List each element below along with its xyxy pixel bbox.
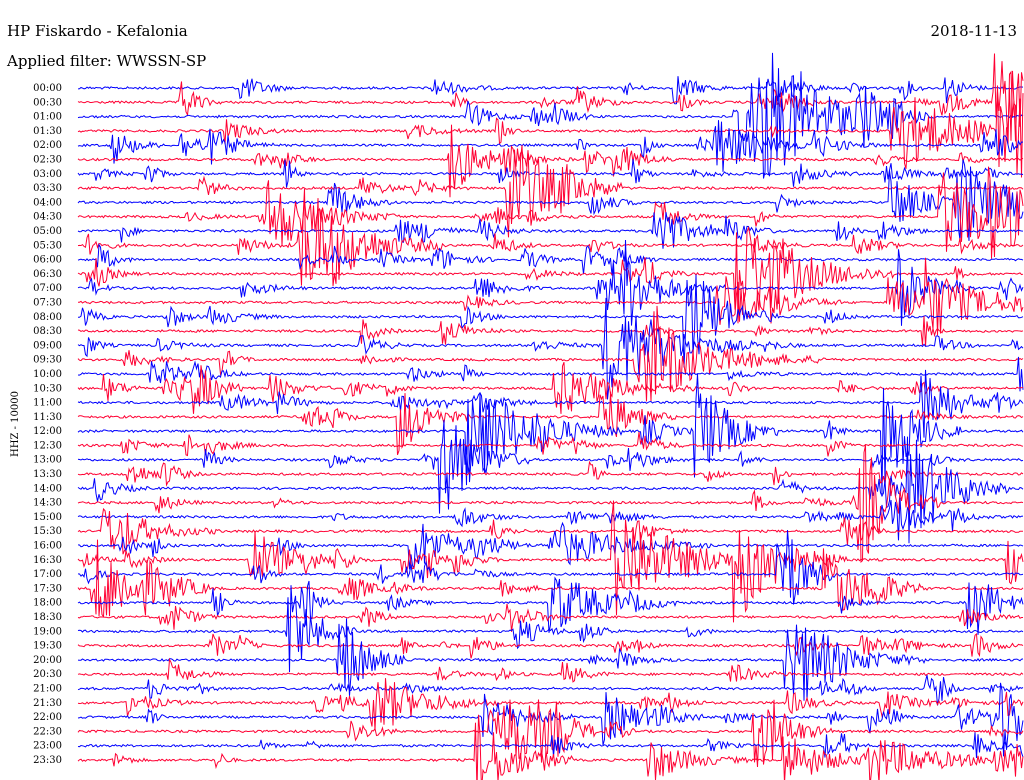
traces <box>77 52 1024 780</box>
row-label: 04:30 <box>33 212 62 223</box>
trace <box>77 159 1024 241</box>
row-label: 00:00 <box>33 83 62 94</box>
trace <box>77 603 1023 632</box>
row-label: 19:30 <box>33 641 62 652</box>
row-label: 14:30 <box>33 498 62 509</box>
trace <box>77 507 1024 555</box>
row-label: 11:30 <box>33 412 62 423</box>
row-label: 06:30 <box>33 269 62 280</box>
row-label: 01:30 <box>33 126 62 137</box>
row-label: 03:00 <box>33 169 62 180</box>
trace <box>77 145 1024 238</box>
trace <box>77 52 1024 179</box>
trace <box>77 166 1024 259</box>
trace <box>77 124 1024 198</box>
row-label: 08:00 <box>33 312 62 323</box>
trace <box>77 436 1024 544</box>
trace <box>78 274 1024 368</box>
trace <box>77 239 1024 326</box>
row-label: 16:30 <box>33 555 62 566</box>
row-label: 19:00 <box>33 626 62 637</box>
row-label: 05:00 <box>33 226 62 237</box>
row-label: 16:00 <box>33 541 62 552</box>
trace <box>77 225 1024 324</box>
row-label: 07:00 <box>33 283 62 294</box>
trace <box>77 585 1024 673</box>
trace <box>77 529 1024 605</box>
trace <box>77 188 1024 286</box>
row-label: 15:00 <box>33 512 62 523</box>
trace <box>77 576 1024 635</box>
chart-subtitle: Applied filter: WWSSN-SP <box>6 52 206 70</box>
row-label: 07:30 <box>33 297 62 308</box>
row-label: 08:30 <box>33 326 62 337</box>
row-label: 10:30 <box>33 383 62 394</box>
row-label: 13:00 <box>33 455 62 466</box>
row-label: 18:30 <box>33 612 62 623</box>
row-label: 18:00 <box>33 598 62 609</box>
row-label: 10:00 <box>33 369 62 380</box>
row-label: 13:30 <box>33 469 62 480</box>
trace <box>77 521 1024 570</box>
trace <box>77 500 1024 623</box>
trace <box>77 120 1024 172</box>
trace <box>77 243 1024 276</box>
trace <box>77 373 1024 495</box>
y-axis-label: HHZ - 10000 <box>10 391 21 457</box>
row-label: 11:00 <box>33 398 62 409</box>
row-label: 21:00 <box>33 684 62 695</box>
row-label: 00:30 <box>33 97 62 108</box>
row-label: 06:00 <box>33 255 62 266</box>
trace <box>77 674 1024 706</box>
row-label: 02:00 <box>33 140 62 151</box>
row-label: 17:00 <box>33 569 62 580</box>
trace <box>77 678 1024 731</box>
trace <box>77 432 1024 457</box>
trace <box>77 714 1024 780</box>
trace <box>77 362 1024 414</box>
trace <box>77 369 1024 438</box>
trace <box>77 445 1024 563</box>
row-label: 01:00 <box>33 112 62 123</box>
row-label: 04:00 <box>33 197 62 208</box>
trace <box>77 212 1024 249</box>
row-label: 23:00 <box>33 741 62 752</box>
trace <box>77 70 1024 178</box>
row-label: 12:30 <box>33 440 62 451</box>
row-labels: 00:00 00:30 01:00 01:30 02:00 02:30 03:00 03:30… <box>33 83 62 766</box>
row-label: 21:30 <box>33 698 62 709</box>
row-label: 09:00 <box>33 340 62 351</box>
row-label: 20:30 <box>33 669 62 680</box>
row-label: 15:30 <box>33 526 62 537</box>
row-label: 02:30 <box>33 154 62 165</box>
trace <box>77 316 1024 347</box>
row-label: 23:30 <box>33 755 62 766</box>
trace <box>77 356 1024 392</box>
trace <box>77 657 1024 683</box>
row-label: 22:30 <box>33 726 62 737</box>
trace <box>77 305 1024 402</box>
trace <box>77 732 1024 759</box>
row-label: 20:00 <box>33 655 62 666</box>
trace <box>77 618 1024 701</box>
trace <box>77 497 1024 541</box>
trace <box>77 297 1024 400</box>
row-label: 14:00 <box>33 483 62 494</box>
trace <box>77 699 1024 768</box>
trace <box>77 391 1024 456</box>
row-label: 17:30 <box>33 583 62 594</box>
row-label: 09:30 <box>33 355 62 366</box>
chart-title: HP Fiskardo - Kefalonia <box>7 22 188 40</box>
row-label: 03:30 <box>33 183 62 194</box>
trace <box>78 257 1024 336</box>
row-label: 05:30 <box>33 240 62 251</box>
row-label: 22:00 <box>33 712 62 723</box>
date: 2018-11-13 <box>931 22 1017 40</box>
trace <box>77 539 1024 619</box>
trace <box>77 632 1024 659</box>
row-label: 12:00 <box>33 426 62 437</box>
